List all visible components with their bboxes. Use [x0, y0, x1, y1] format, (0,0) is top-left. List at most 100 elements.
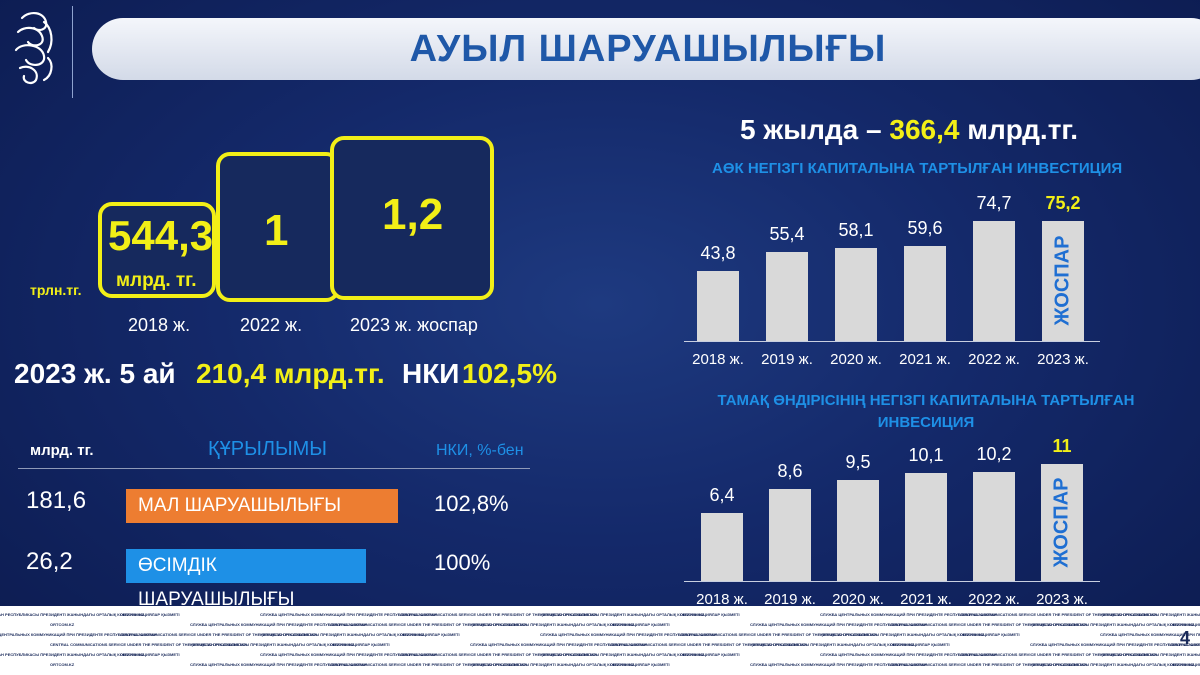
footer-watermark-text: CENTRAL COMMUNICATIONS SERVICE UNDER THE…	[610, 642, 808, 647]
footer-watermark-text: СЛУЖБА ЦЕНТРАЛЬНЫХ КОММУНИКАЦИЙ ПРИ ПРЕЗ…	[260, 652, 437, 657]
footer-watermark-text: ҚАЗАҚСТАН РЕСПУБЛИКАСЫ ПРЕЗИДЕНТІ ЖАНЫНД…	[540, 612, 740, 617]
footer-watermark-text: CENTRAL COMMUNICATIONS SERVICE UNDER THE…	[400, 652, 598, 657]
x-tick-label: 2020 ж.	[832, 591, 884, 608]
footer-strip: ҚАЗАҚСТАН РЕСПУБЛИКАСЫ ПРЕЗИДЕНТІ ЖАНЫНД…	[0, 606, 1200, 675]
snow-leopard-logo	[14, 12, 53, 85]
structure-col-unit: млрд. тг.	[30, 442, 94, 459]
footer-watermark-text: ҚАЗАҚСТАН РЕСПУБЛИКАСЫ ПРЕЗИДЕНТІ ЖАНЫНД…	[750, 642, 950, 647]
footer-watermark-text: ҚАЗАҚСТАН РЕСПУБЛИКАСЫ ПРЕЗИДЕНТІ ЖАНЫНД…	[1030, 622, 1200, 627]
x-axis-line	[684, 341, 1100, 342]
footer-watermark-text: СЛУЖБА ЦЕНТРАЛЬНЫХ КОММУНИКАЦИЙ ПРИ ПРЕЗ…	[260, 612, 437, 617]
footer-watermark-text: СЛУЖБА ЦЕНТРАЛЬНЫХ КОММУНИКАЦИЙ ПРИ ПРЕЗ…	[750, 662, 927, 667]
bar-2018	[697, 271, 739, 341]
footer-watermark-text: ORTCOM.KZ	[680, 612, 705, 617]
headline: 5 жылда – 366,4 млрд.тг.	[740, 114, 1078, 146]
footer-watermark-text: CENTRAL COMMUNICATIONS SERVICE UNDER THE…	[960, 612, 1158, 617]
footer-watermark-text: СЛУЖБА ЦЕНТРАЛЬНЫХ КОММУНИКАЦИЙ ПРИ ПРЕЗ…	[820, 652, 997, 657]
footer-watermark-text: СЛУЖБА ЦЕНТРАЛЬНЫХ КОММУНИКАЦИЙ ПРИ ПРЕЗ…	[820, 612, 997, 617]
footer-watermark-text: ORTCOM.KZ	[50, 662, 75, 667]
value-2022: 1	[264, 206, 289, 255]
footer-watermark-text: ORTCOM.KZ	[680, 652, 705, 657]
bar-2020	[837, 480, 879, 581]
year-2018: 2018 ж.	[128, 315, 191, 335]
x-tick-label: 2022 ж.	[968, 351, 1020, 368]
x-tick-label: 2023 ж.	[1036, 591, 1088, 608]
chart2-title: ТАМАҚ ӨНДІРІСІНІҢ НЕГІЗГІ КАПИТАЛЫНА ТАР…	[717, 392, 1135, 431]
bar-2020	[835, 248, 877, 341]
footer-watermark-text: СЛУЖБА ЦЕНТРАЛЬНЫХ КОММУНИКАЦИЙ ПРИ ПРЕЗ…	[470, 642, 647, 647]
footer-watermark-text: ORTCOM.KZ	[120, 612, 145, 617]
bar-2019	[769, 489, 811, 581]
title-banner	[92, 18, 1200, 80]
data-label: 55,4	[769, 224, 805, 244]
footer-watermark-text: ҚАЗАҚСТАН РЕСПУБЛИКАСЫ ПРЕЗИДЕНТІ ЖАНЫНД…	[0, 652, 180, 657]
structure-col-nki: НКИ, %-бен	[436, 442, 524, 459]
data-label: 8,6	[777, 461, 803, 481]
footer-watermark-text: CENTRAL COMMUNICATIONS SERVICE UNDER THE…	[890, 662, 1088, 667]
footer-watermark-text: CENTRAL COMMUNICATIONS SERVICE UNDER THE…	[330, 622, 528, 627]
footer-watermark-text: СЛУЖБА ЦЕНТРАЛЬНЫХ КОММУНИКАЦИЙ ПРИ ПРЕЗ…	[750, 622, 927, 627]
headline-prefix: 5 жылда –	[740, 114, 882, 145]
plan-label: ЖОСПАР	[1050, 477, 1073, 567]
data-label: 59,6	[907, 218, 943, 238]
footer-watermark-text: ORTCOM.KZ	[120, 652, 145, 657]
footer-watermark-text: СЛУЖБА ЦЕНТРАЛЬНЫХ КОММУНИКАЦИЙ ПРИ ПРЕЗ…	[190, 622, 367, 627]
value-2023: 1,2	[382, 190, 444, 239]
data-label: 11	[1052, 436, 1072, 456]
x-tick-label: 2019 ж.	[764, 591, 816, 608]
bar-2022	[973, 221, 1015, 341]
data-label: 9,5	[845, 452, 871, 472]
data-label: 10,2	[976, 444, 1012, 464]
headline-suffix: млрд.тг.	[967, 114, 1079, 145]
page-number: 4	[1179, 628, 1190, 648]
footer-watermark-text: СЛУЖБА ЦЕНТРАЛЬНЫХ КОММУНИКАЦИЙ ПРИ ПРЕЗ…	[540, 632, 717, 637]
structure-col-title: ҚҰРЫЛЫМЫ	[208, 438, 328, 460]
x-tick-label: 2023 ж.	[1037, 351, 1089, 368]
footer-watermark-text: СЛУЖБА ЦЕНТРАЛЬНЫХ КОММУНИКАЦИЙ ПРИ ПРЕЗ…	[0, 632, 157, 637]
summary-nki-label: НКИ	[402, 358, 460, 389]
plan-label: ЖОСПАР	[1051, 235, 1074, 326]
x-tick-label: 2020 ж.	[830, 351, 882, 368]
footer-watermark-text: ҚАЗАҚСТАН РЕСПУБЛИКАСЫ ПРЕЗИДЕНТІ ЖАНЫНД…	[0, 612, 180, 617]
x-tick-label: 2022 ж.	[968, 591, 1020, 608]
x-tick-label: 2019 ж.	[761, 351, 813, 368]
x-tick-label: 2018 ж.	[692, 351, 744, 368]
footer-watermark-text: СЛУЖБА ЦЕНТРАЛЬНЫХ КОММУНИКАЦИЙ ПРИ ПРЕЗ…	[1100, 632, 1200, 637]
year-2022: 2022 ж.	[240, 315, 303, 335]
footer-watermark-text: ҚАЗАҚСТАН РЕСПУБЛИКАСЫ ПРЕЗИДЕНТІ ЖАНЫНД…	[1100, 612, 1200, 617]
data-label: 6,4	[709, 485, 735, 505]
footer-watermark-text: ҚАЗАҚСТАН РЕСПУБЛИКАСЫ ПРЕЗИДЕНТІ ЖАНЫНД…	[540, 652, 740, 657]
structure-row-2-amount: 26,2	[26, 548, 73, 575]
structure-row-1-label: МАЛ ШАРУАШЫЛЫҒЫ	[126, 489, 398, 523]
chart1-title: АӨК НЕГІЗГІ КАПИТАЛЫНА ТАРТЫЛҒАН ИНВЕСТИ…	[712, 160, 1123, 177]
footer-watermark-text: ҚАЗАҚСТАН РЕСПУБЛИКАСЫ ПРЕЗИДЕНТІ ЖАНЫНД…	[820, 632, 1020, 637]
value-2018: 544,3	[108, 212, 214, 259]
footer-watermark-text: СЛУЖБА ЦЕНТРАЛЬНЫХ КОММУНИКАЦИЙ ПРИ ПРЕЗ…	[190, 662, 367, 667]
footer-watermark-text: CENTRAL COMMUNICATIONS SERVICE UNDER THE…	[50, 642, 248, 647]
footer-watermark-text: CENTRAL COMMUNICATIONS SERVICE UNDER THE…	[330, 662, 528, 667]
page-title: АУЫЛ ШАРУАШЫЛЫҒЫ	[409, 28, 887, 70]
footer-watermark-text: ORTCOM.KZ	[960, 632, 985, 637]
footer-watermark-text: ORTCOM.KZ	[890, 642, 915, 647]
bar-2019	[766, 252, 808, 341]
data-label: 58,1	[838, 220, 874, 240]
x-tick-label: 2018 ж.	[696, 591, 748, 608]
footer-watermark-text: CENTRAL COMMUNICATIONS SERVICE UNDER THE…	[400, 612, 598, 617]
x-axis-line	[684, 581, 1100, 582]
x-tick-label: 2021 ж.	[899, 351, 951, 368]
footer-watermark-text: CENTRAL COMMUNICATIONS SERVICE UNDER THE…	[890, 622, 1088, 627]
data-label: 74,7	[976, 193, 1012, 213]
year-2023-plan: 2023 ж. жоспар	[350, 315, 478, 335]
summary-nki-value: 102,5%	[462, 358, 557, 389]
footer-watermark-text: СЛУЖБА ЦЕНТРАЛЬНЫХ КОММУНИКАЦИЙ ПРИ ПРЕЗ…	[1030, 642, 1200, 647]
bar-2021	[904, 246, 946, 341]
summary-amount: 210,4 млрд.тг.	[196, 358, 385, 389]
footer-watermark-text: ҚАЗАҚСТАН РЕСПУБЛИКАСЫ ПРЕЗИДЕНТІ ЖАНЫНД…	[1100, 652, 1200, 657]
footer-watermark-text: ORTCOM.KZ	[1170, 662, 1195, 667]
footer-watermark-text: ORTCOM.KZ	[400, 632, 425, 637]
headline-value: 366,4	[889, 114, 960, 145]
footer-watermark-text: ҚАЗАҚСТАН РЕСПУБЛИКАСЫ ПРЕЗИДЕНТІ ЖАНЫНД…	[190, 642, 390, 647]
footer-watermark-text: ORTCOM.KZ	[330, 642, 355, 647]
value-box-2022	[216, 152, 340, 302]
data-label: 43,8	[700, 243, 736, 263]
